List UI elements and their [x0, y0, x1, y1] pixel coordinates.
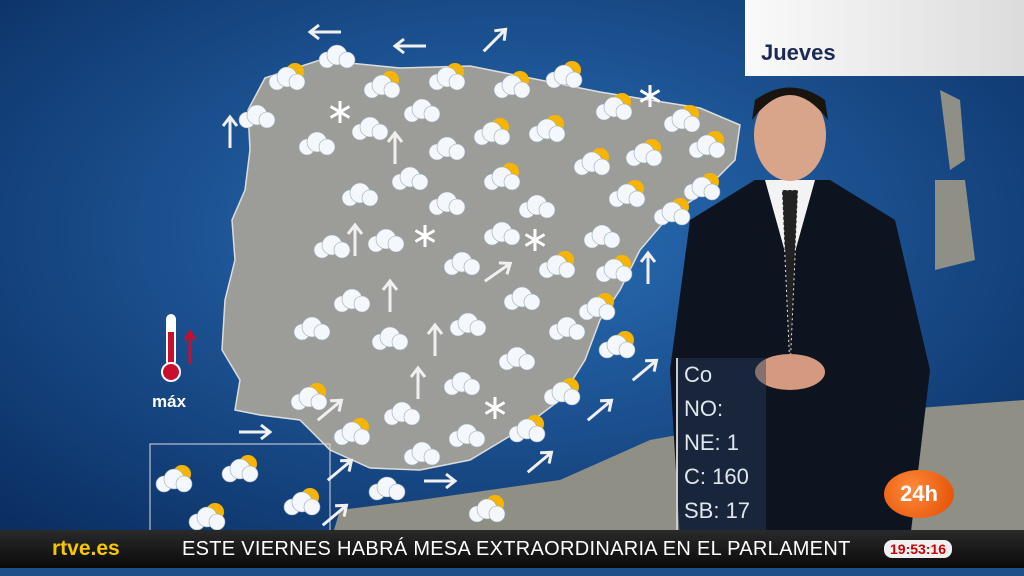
cloud-icon: [368, 476, 406, 501]
sun-cloud-icon: [538, 251, 576, 279]
sun-cloud-icon: [508, 415, 546, 443]
wind-arrow-icon: [526, 450, 554, 474]
wind-arrow-icon: [482, 27, 508, 53]
sun-cloud-icon: [608, 180, 646, 208]
wind-arrow-icon: [386, 130, 404, 164]
info-line: NO:: [684, 396, 724, 421]
cloud-icon: [443, 251, 481, 276]
cloud-icon: [383, 401, 421, 426]
sun-cloud-icon: [578, 293, 616, 321]
wind-arrow-icon: [639, 250, 657, 284]
sun-cloud-icon: [663, 105, 701, 133]
wind-arrow-icon: [426, 322, 444, 356]
sun-cloud-icon: [543, 378, 581, 406]
rtve-logo[interactable]: rtve.es: [52, 537, 120, 560]
bottom-strip: [0, 568, 1024, 576]
sun-cloud-icon: [483, 163, 521, 191]
corsica-sardinia: [935, 90, 975, 270]
sun-cloud-icon: [268, 63, 306, 91]
cloud-icon: [518, 194, 556, 219]
cloud-icon: [403, 98, 441, 123]
cloud-icon: [503, 286, 541, 311]
snow-icon: [524, 229, 546, 251]
sun-cloud-icon: [683, 173, 721, 201]
info-line: SB: 17: [684, 498, 751, 523]
sun-cloud-icon: [595, 93, 633, 121]
sun-cloud-icon: [283, 488, 321, 516]
cloud-icon: [371, 326, 409, 351]
wind-arrow-icon: [321, 503, 349, 527]
sun-cloud-icon: [598, 331, 636, 359]
info-line: C: 160: [684, 464, 749, 489]
wind-arrow-icon: [316, 398, 344, 422]
cloud-icon: [318, 44, 356, 69]
day-label: Jueves: [761, 40, 836, 65]
sun-cloud-icon: [545, 61, 583, 89]
info-box: Co NO: NE: 1 C: 160 SB: 17: [676, 358, 766, 530]
wind-arrow-icon: [392, 37, 426, 55]
sun-cloud-icon: [625, 139, 663, 167]
cloud-icon: [548, 316, 586, 341]
sun-cloud-icon: [155, 465, 193, 493]
sun-cloud-icon: [188, 503, 226, 531]
cloud-icon: [313, 234, 351, 259]
info-line: NE: 1: [684, 430, 740, 455]
cloud-icon: [498, 346, 536, 371]
cloud-icon: [351, 116, 389, 141]
sun-cloud-icon: [493, 71, 531, 99]
cloud-icon: [583, 224, 621, 249]
snow-icon: [414, 225, 436, 247]
snow-icon: [329, 101, 351, 123]
wind-arrow-icon: [239, 423, 273, 441]
cloud-icon: [403, 441, 441, 466]
cloud-icon: [483, 221, 521, 246]
cloud-icon: [428, 191, 466, 216]
sun-cloud-icon: [428, 63, 466, 91]
legend-max-label: máx: [152, 392, 187, 411]
wind-arrow-icon: [346, 222, 364, 256]
cloud-icon: [428, 136, 466, 161]
thermometer-up-icon: [161, 314, 197, 382]
sun-cloud-icon: [528, 115, 566, 143]
cloud-icon: [391, 166, 429, 191]
sun-cloud-icon: [473, 118, 511, 146]
sun-cloud-icon: [290, 383, 328, 411]
cloud-icon: [298, 131, 336, 156]
cloud-icon: [367, 228, 405, 253]
sun-cloud-icon: [468, 495, 506, 523]
cloud-icon: [448, 423, 486, 448]
cloud-icon: [293, 316, 331, 341]
news-ticker: rtve.es ESTE VIERNES HABRÁ MESA EXTRAORD…: [0, 530, 1024, 568]
wind-arrow-icon: [381, 278, 399, 312]
presenter: [670, 87, 930, 540]
cloud-icon: [449, 312, 487, 337]
wind-arrow-icon: [221, 114, 239, 148]
sun-cloud-icon: [595, 255, 633, 283]
snow-icon: [484, 397, 506, 419]
snow-icon: [639, 85, 661, 107]
wind-arrow-icon: [586, 398, 614, 422]
cloud-icon: [341, 182, 379, 207]
wind-arrow-icon: [484, 261, 513, 283]
clock: 19:53:16: [884, 540, 953, 558]
sun-cloud-icon: [653, 198, 691, 226]
day-label-panel: Jueves: [745, 0, 1024, 76]
cloud-icon: [238, 104, 276, 129]
channel-24h-badge: 24h: [884, 470, 954, 518]
wind-arrow-icon: [326, 458, 354, 482]
wind-arrow-icon: [631, 358, 659, 382]
sun-cloud-icon: [688, 131, 726, 159]
wind-arrow-icon: [307, 23, 341, 41]
cloud-icon: [333, 288, 371, 313]
cloud-icon: [443, 371, 481, 396]
sun-cloud-icon: [221, 455, 259, 483]
info-line: Co: [684, 362, 713, 387]
sun-cloud-icon: [333, 418, 371, 446]
wind-arrow-icon: [424, 472, 458, 490]
ticker-headline: ESTE VIERNES HABRÁ MESA EXTRAORDINARIA E…: [182, 538, 851, 560]
sun-cloud-icon: [363, 71, 401, 99]
sun-cloud-icon: [573, 148, 611, 176]
wind-arrow-icon: [409, 365, 427, 399]
